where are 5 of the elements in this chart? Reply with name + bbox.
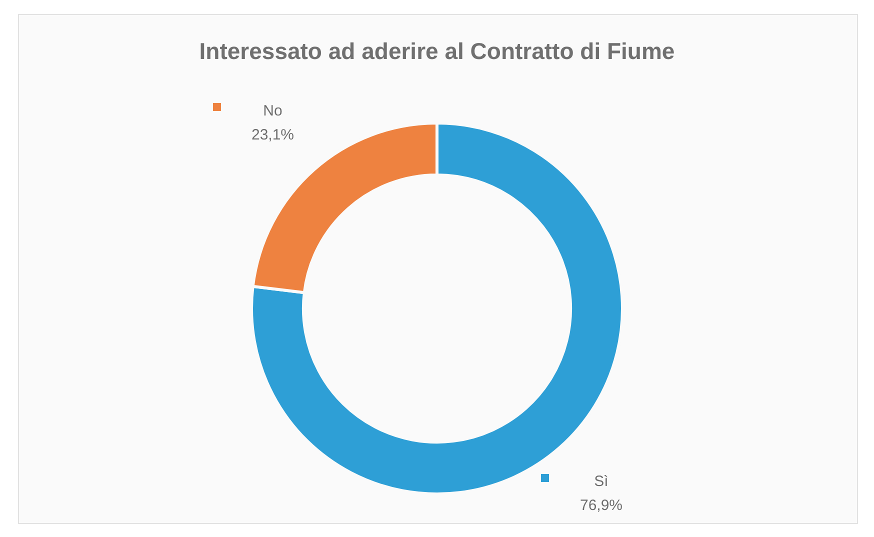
chart-title: Interessato ad aderire al Contratto di Fiume <box>198 38 676 65</box>
data-label: 23,1% <box>251 126 294 144</box>
slice-label: Sì <box>594 472 608 490</box>
data-label: 76,9% <box>580 496 623 514</box>
slice-label: No <box>263 102 282 120</box>
